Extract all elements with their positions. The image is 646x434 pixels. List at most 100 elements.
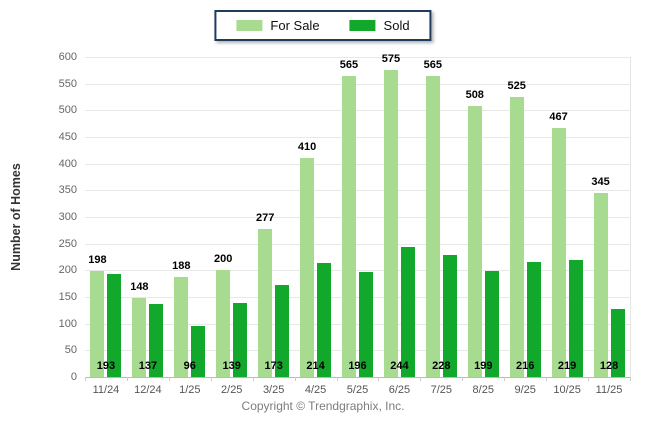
x-tick	[168, 377, 170, 381]
legend-item-sold: Sold	[349, 18, 410, 33]
for-sale-value-label: 198	[88, 254, 107, 267]
gridline	[85, 270, 630, 272]
x-axis-label: 4/25	[304, 384, 327, 396]
bar-sold	[526, 261, 541, 377]
bar-pair	[127, 298, 169, 377]
for-sale-value-label: 410	[297, 141, 317, 154]
bar-pair	[462, 106, 504, 377]
x-axis-label: 8/25	[472, 384, 494, 396]
gridline	[85, 190, 630, 192]
x-axis-label: 9/25	[514, 384, 536, 396]
x-tick	[546, 377, 548, 381]
bar-sold	[107, 274, 122, 377]
bar-pair	[546, 127, 588, 377]
y-tick-label: 400	[58, 157, 77, 170]
x-tick	[378, 377, 380, 381]
x-axis-label: 11/24	[92, 384, 120, 396]
y-tick-label: 250	[58, 237, 77, 250]
bar-for-sale	[467, 106, 482, 377]
legend: For Sale Sold	[214, 10, 432, 41]
bar-sold	[442, 255, 457, 377]
x-tick	[294, 377, 296, 381]
bar-for-sale	[258, 229, 273, 377]
bar-sold	[149, 303, 164, 377]
bar-for-sale	[551, 127, 566, 377]
gridline	[85, 163, 630, 165]
sold-value-label: 193	[96, 360, 116, 372]
y-tick-label: 200	[58, 264, 77, 277]
sold-value-label: 199	[474, 360, 493, 372]
for-sale-value-label: 525	[507, 80, 526, 92]
for-sale-value-label: 508	[465, 89, 484, 102]
x-axis-label: 5/25	[346, 384, 369, 396]
copyright-text: Copyright © Trendgraphix, Inc.	[241, 399, 405, 413]
plot-area: 0 50 100 150 200 250 300 350 400 450 500 550 600 198 1…	[59, 51, 631, 396]
gridline	[85, 83, 630, 85]
x-axis-label: 11/25	[595, 384, 623, 396]
sold-value-label: 96	[183, 360, 196, 372]
x-tick	[462, 377, 464, 381]
bar-for-sale	[593, 193, 608, 377]
x-axis-label: 3/25	[262, 384, 285, 396]
bar-group: 565 228 7/25	[420, 57, 462, 396]
gridline	[85, 323, 630, 325]
gridline	[85, 110, 630, 112]
gridline	[85, 137, 630, 138]
sold-value-label: 214	[306, 360, 325, 372]
bar-sold	[191, 325, 206, 377]
sold-value-label: 139	[222, 360, 241, 372]
y-tick-label: 600	[58, 51, 77, 63]
legend-label-for-sale: For Sale	[270, 18, 320, 33]
x-tick	[210, 377, 212, 381]
x-tick	[85, 377, 86, 381]
for-sale-value-label: 188	[172, 259, 191, 272]
bar-group: 467 219 10/25	[546, 57, 588, 396]
for-sale-value-label: 565	[339, 58, 359, 71]
sold-swatch-icon	[349, 20, 376, 31]
bar-pair	[253, 229, 295, 377]
bar-group: 188 96 1/25	[169, 57, 211, 396]
sold-value-label: 244	[390, 360, 409, 372]
x-tick	[420, 377, 422, 381]
y-tick-label: 300	[58, 211, 77, 223]
x-axis-label: 2/25	[221, 384, 243, 396]
gridline	[85, 297, 630, 298]
bar-sold	[484, 270, 499, 377]
x-axis-label: 7/25	[430, 384, 453, 396]
x-tick	[336, 377, 338, 381]
bar-sold	[233, 302, 248, 377]
bar-for-sale	[174, 276, 189, 377]
for-sale-value-label: 565	[423, 58, 443, 71]
x-axis-label: 1/25	[179, 384, 201, 396]
bar-group: 508 199 8/25	[462, 57, 504, 396]
legend-item-for-sale: For Sale	[236, 18, 320, 33]
sold-value-label: 173	[264, 360, 283, 372]
bar-pair	[85, 271, 127, 377]
y-tick-label: 50	[64, 344, 77, 357]
bar-for-sale	[509, 97, 524, 377]
bar-group: 525 216 9/25	[504, 57, 546, 396]
bar-sold	[317, 262, 332, 377]
sold-value-label: 137	[138, 360, 158, 372]
bar-for-sale	[341, 75, 356, 377]
gridline	[85, 57, 630, 58]
bar-for-sale	[132, 298, 147, 377]
bar-pair	[420, 75, 462, 377]
y-tick-label: 150	[58, 291, 77, 303]
bar-group: 277 173 3/25	[253, 57, 295, 396]
y-tick-label: 350	[58, 184, 77, 197]
sold-value-label: 228	[432, 360, 451, 372]
bar-pair	[378, 70, 420, 377]
sold-value-label: 219	[557, 360, 577, 372]
bar-group: 148 137 12/24	[127, 57, 169, 396]
for-sale-value-label: 200	[214, 253, 233, 266]
sold-value-label: 196	[348, 360, 367, 372]
bar-group: 200 139 2/25	[211, 57, 253, 396]
bar-groups: 198 193 11/24 148 137 12/24 188 96 1/25 200 139 2/2…	[85, 53, 630, 396]
legend-label-sold: Sold	[383, 18, 410, 33]
bar-pair	[211, 270, 253, 377]
for-sale-value-label: 345	[591, 176, 610, 188]
for-sale-value-label: 575	[381, 53, 401, 66]
y-tick-label: 0	[70, 371, 77, 383]
